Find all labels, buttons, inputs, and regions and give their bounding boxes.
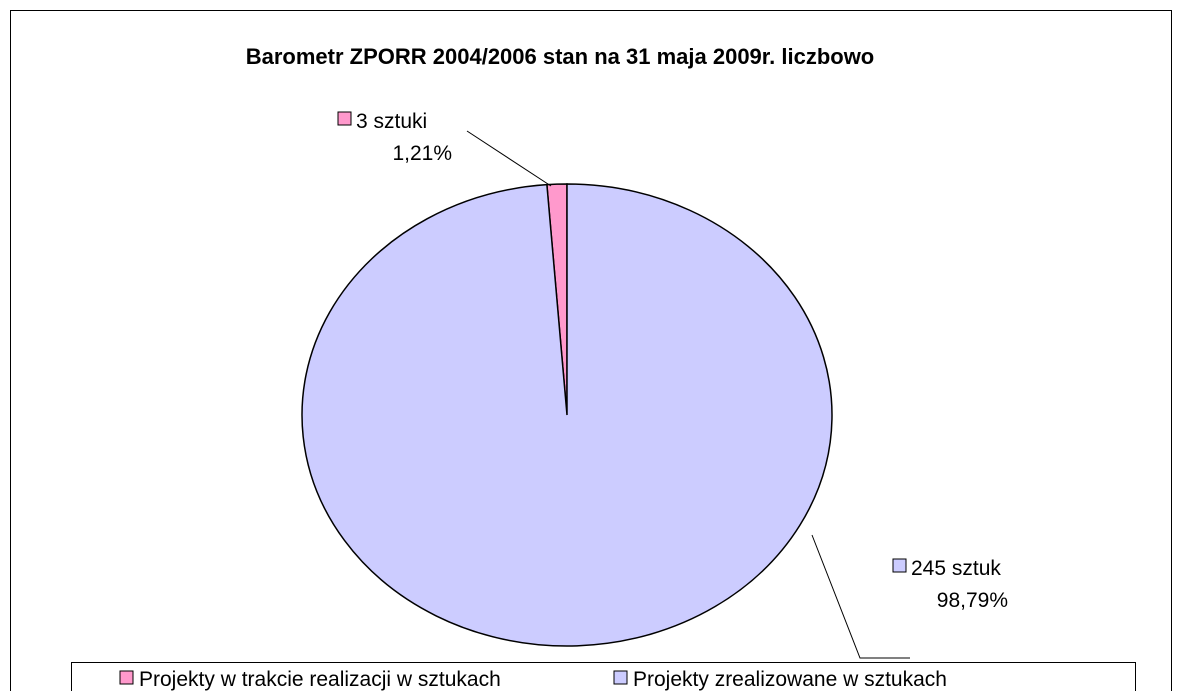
label-swatch xyxy=(892,558,907,573)
leader-line xyxy=(811,534,910,659)
data-label: 245 sztuk xyxy=(911,557,1001,580)
label-swatch xyxy=(337,111,352,126)
legend-swatch xyxy=(613,670,628,685)
percent-label: 98,79% xyxy=(937,589,1008,612)
pie-slice xyxy=(301,183,833,647)
percent-label: 1,21% xyxy=(392,142,452,165)
legend-box xyxy=(71,662,1136,691)
chart-title: Barometr ZPORR 2004/2006 stan na 31 maja… xyxy=(245,44,875,69)
leader-line xyxy=(466,130,552,187)
legend-label: Projekty zrealizowane w sztukach xyxy=(633,668,947,691)
legend-swatch xyxy=(119,670,134,685)
legend-label: Projekty w trakcie realizacji w sztukach xyxy=(139,668,501,691)
data-label: 3 sztuki xyxy=(356,110,427,133)
